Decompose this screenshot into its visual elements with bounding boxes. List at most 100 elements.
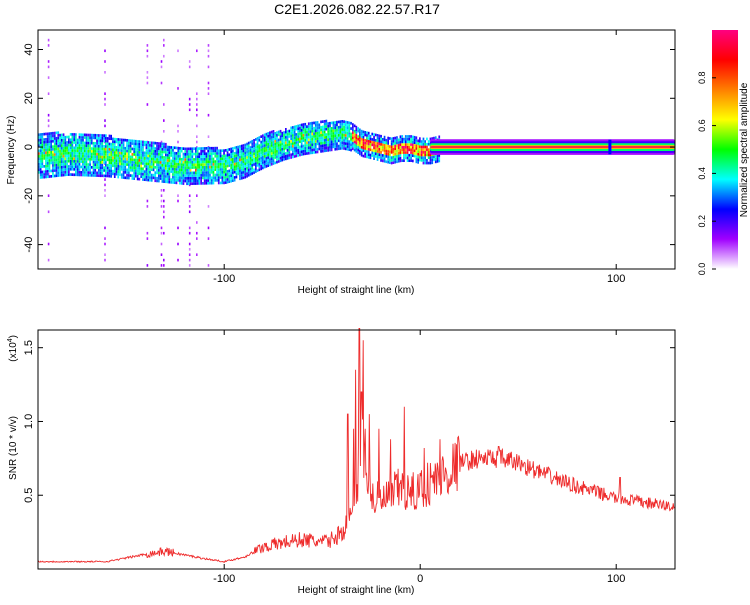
spectrogram-cell bbox=[404, 135, 407, 138]
spectrogram-cell bbox=[311, 124, 314, 128]
spectrogram-cell bbox=[193, 176, 195, 180]
spectrogram-cell bbox=[394, 155, 396, 159]
spectrogram-cell bbox=[180, 160, 183, 164]
spectrogram-cell bbox=[304, 152, 307, 156]
spectrogram-cell bbox=[154, 176, 157, 180]
spectrogram-cell bbox=[200, 160, 202, 164]
spectrogram-cell bbox=[172, 146, 174, 149]
spectrogram-cell bbox=[78, 157, 81, 161]
spectrogram-cell bbox=[385, 144, 388, 147]
spectrogram-cell bbox=[200, 152, 202, 156]
spectrogram-cell bbox=[122, 157, 125, 161]
spectrogram-cell bbox=[255, 162, 257, 165]
spectrogram-cell bbox=[341, 122, 344, 126]
spectrogram-cell bbox=[140, 175, 142, 178]
spectrogram-cell bbox=[122, 154, 125, 158]
spectrogram-cell bbox=[98, 144, 100, 148]
spectrogram-cell bbox=[68, 170, 70, 174]
spectrogram-cell bbox=[189, 155, 192, 159]
spectrogram-cell bbox=[73, 160, 75, 163]
spectrogram-cell bbox=[140, 161, 142, 165]
spectrogram-cell bbox=[417, 150, 419, 153]
spectrogram-cell bbox=[189, 171, 192, 175]
spectrogram-cell bbox=[195, 179, 197, 183]
spectrogram-cell bbox=[334, 137, 337, 140]
spectrogram-cell bbox=[38, 168, 40, 171]
spectrogram-cell bbox=[267, 137, 269, 141]
spectrogram-cell bbox=[120, 138, 123, 142]
spectrogram-cell bbox=[256, 155, 259, 159]
spectrogram-cell bbox=[346, 134, 349, 138]
spectrogram-cell bbox=[143, 159, 146, 163]
spectrogram-cell bbox=[424, 142, 426, 146]
spectrogram-cell bbox=[66, 157, 68, 160]
spectrogram-cell bbox=[168, 178, 171, 181]
spectrogram-cell bbox=[52, 174, 54, 178]
spectrogram-cell bbox=[263, 136, 266, 139]
spectrogram-cell bbox=[143, 164, 146, 168]
spectrogram-cell bbox=[128, 139, 130, 142]
spectrogram-cell bbox=[82, 165, 84, 169]
spectrogram-tone-band bbox=[430, 146, 675, 148]
spectrogram-cell bbox=[172, 167, 174, 171]
spectrogram-cell bbox=[198, 163, 201, 166]
spectrogram-cell bbox=[196, 147, 199, 150]
spectrogram-cell bbox=[323, 120, 326, 123]
spectrogram-cell bbox=[203, 147, 206, 150]
spectrogram-cell bbox=[314, 129, 317, 133]
spectrogram-cell bbox=[216, 157, 218, 161]
spectrogram-cell bbox=[290, 129, 292, 132]
spectrogram-cell bbox=[124, 176, 127, 180]
spectrogram-cell bbox=[187, 171, 190, 175]
spectrogram-cell bbox=[173, 173, 176, 176]
spectrogram-cell bbox=[350, 143, 352, 146]
spectrogram-cell bbox=[343, 123, 345, 126]
spectrogram-cell bbox=[406, 137, 409, 141]
spectrogram-cell bbox=[293, 152, 296, 156]
spectrogram-cell bbox=[285, 152, 287, 155]
spectrogram-cell bbox=[336, 147, 338, 151]
spectrogram-cell bbox=[339, 128, 342, 132]
spectrogram-cell bbox=[366, 150, 368, 153]
spectrogram-cell bbox=[242, 173, 245, 177]
spectrogram-cell bbox=[129, 139, 132, 143]
spectrogram-cell bbox=[175, 152, 178, 155]
spectrogram-cell bbox=[173, 157, 176, 160]
snr-xtick-label: -100 bbox=[213, 573, 235, 585]
spectrogram-cell bbox=[223, 165, 225, 169]
spectrogram-cell bbox=[156, 171, 158, 175]
spectrogram-cell bbox=[300, 131, 303, 135]
spectrogram-cell bbox=[339, 147, 342, 150]
spectrogram-cell bbox=[277, 154, 280, 158]
spectrogram-cell bbox=[60, 155, 63, 158]
spectrogram-cell bbox=[115, 138, 118, 141]
spectrogram-cell bbox=[348, 134, 351, 138]
spectrogram-cell bbox=[200, 179, 202, 183]
spectrogram-cell bbox=[73, 157, 75, 160]
spectrogram-cell bbox=[274, 142, 277, 146]
spectrogram-cell bbox=[179, 160, 181, 164]
spectrogram-cell bbox=[353, 124, 356, 128]
spectrogram-cell bbox=[173, 165, 176, 168]
spectrogram-cell bbox=[237, 159, 239, 162]
spectrogram-cell bbox=[251, 161, 254, 165]
spectrogram-cell bbox=[392, 150, 395, 154]
spectrogram-cell bbox=[373, 157, 375, 160]
spectrogram-cell bbox=[256, 137, 259, 140]
spectrogram-cell bbox=[166, 175, 169, 178]
spectrogram-cell bbox=[108, 169, 111, 173]
spectrogram-cell bbox=[262, 155, 264, 159]
spectrogram-cell bbox=[39, 154, 42, 158]
spectrogram-cell bbox=[106, 139, 109, 143]
spectrogram-cell bbox=[219, 173, 222, 177]
spectrogram-cell bbox=[140, 167, 142, 170]
spectrogram-cell bbox=[371, 140, 374, 144]
colorbar-tick-label: 0.0 bbox=[697, 263, 707, 276]
spectrogram-cell bbox=[110, 145, 112, 149]
spectrogram-cell bbox=[412, 148, 414, 152]
spectrogram-cell bbox=[336, 134, 338, 137]
spectrogram-cell bbox=[239, 166, 241, 170]
spectrogram-cell bbox=[265, 165, 268, 168]
spectrogram-cell bbox=[246, 156, 248, 159]
spectrogram-cell bbox=[110, 158, 112, 162]
